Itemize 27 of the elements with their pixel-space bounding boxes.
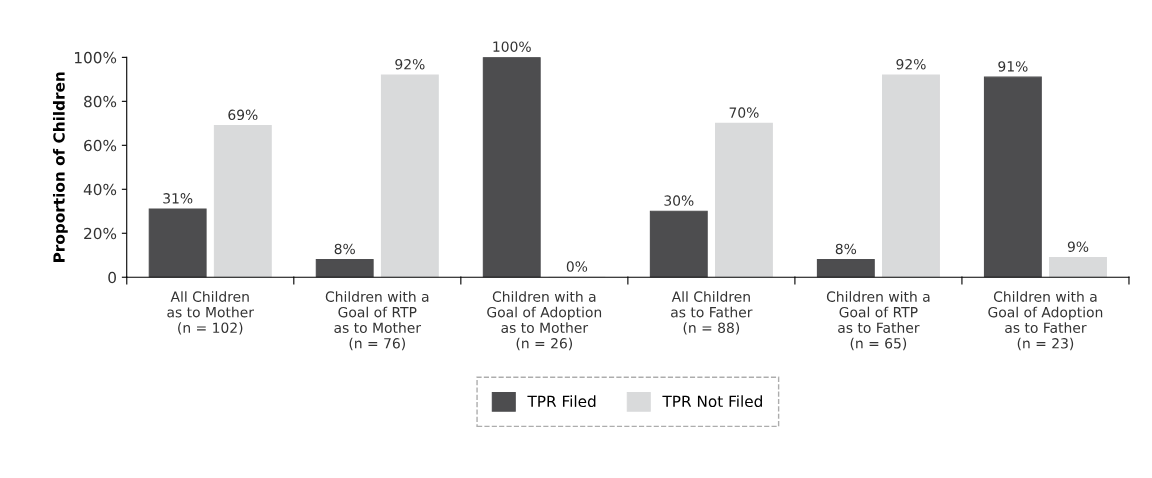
x-tick-label: Children with a Goal of Adoption as to Mother (n = 26) xyxy=(487,291,602,351)
data-label: 30% xyxy=(664,195,694,206)
x-tick-label: All Children as to Mother (n = 102) xyxy=(167,291,254,335)
data-label: 92% xyxy=(395,58,425,70)
data-label: 0% xyxy=(566,261,588,272)
x-tick-label: All Children as to Father (n = 88) xyxy=(671,291,753,335)
legend-label: TPR Filed xyxy=(527,395,596,408)
data-label: 92% xyxy=(896,58,926,70)
data-label: 100% xyxy=(493,41,531,52)
y-tick-label: 0 xyxy=(108,271,116,284)
x-tick-label: Children with a Goal of RTP as to Mother (n = 76) xyxy=(325,291,429,351)
data-label: 31% xyxy=(163,193,193,204)
data-label: 9% xyxy=(1067,241,1089,252)
data-label: 70% xyxy=(729,107,759,118)
y-tick-label: 40% xyxy=(83,183,117,196)
data-label: 8% xyxy=(334,243,355,255)
data-label: 69% xyxy=(228,109,258,121)
y-tick-label: 60% xyxy=(84,139,117,152)
data-label: 91% xyxy=(998,61,1028,72)
y-tick-label: 100% xyxy=(75,51,117,64)
y-tick-label: 80% xyxy=(84,95,117,108)
x-tick-label: Children with a Goal of Adoption as to Father (n = 23) xyxy=(988,291,1103,351)
y-axis-title: Proportion of Children xyxy=(52,72,68,262)
y-tick-label: 20% xyxy=(84,227,117,240)
x-tick-label: Children with a Goal of RTP as to Father (n = 65) xyxy=(826,291,930,351)
legend-label: TPR Not Filed xyxy=(662,395,762,408)
data-label: 8% xyxy=(835,243,857,255)
